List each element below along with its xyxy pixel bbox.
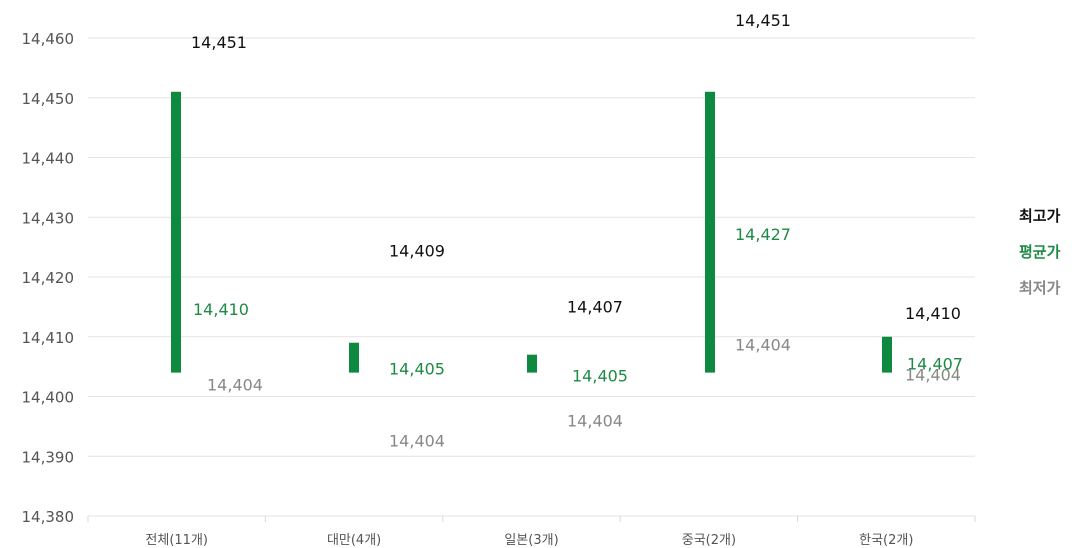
x-tick-label: 전체(11개)	[145, 533, 208, 548]
avg-value-label: 14,410	[193, 300, 249, 319]
high-value-label: 14,409	[389, 242, 445, 261]
x-tick-label: 대만(4개)	[327, 533, 381, 548]
legend-avg: 평균가	[1019, 243, 1061, 261]
high-value-label: 14,451	[735, 11, 791, 30]
legend-high: 최고가	[1019, 207, 1061, 225]
range-bar	[171, 91, 181, 373]
low-value-label: 14,404	[389, 432, 445, 451]
low-value-label: 14,404	[567, 412, 623, 431]
high-value-label: 14,451	[191, 33, 247, 52]
y-tick-label: 14,450	[22, 90, 75, 108]
x-tick-label: 한국(2개)	[859, 533, 913, 548]
low-value-label: 14,404	[735, 336, 791, 355]
avg-value-label: 14,405	[389, 360, 445, 379]
y-tick-label: 14,420	[22, 269, 75, 287]
high-value-label: 14,410	[905, 304, 961, 323]
y-tick-label: 14,460	[22, 30, 75, 48]
avg-value-label: 14,427	[735, 225, 791, 244]
y-tick-label: 14,410	[22, 329, 75, 347]
legend-low: 최저가	[1019, 279, 1061, 297]
legend: 최고가 평균가 최저가	[1019, 198, 1079, 306]
range-bar	[527, 354, 537, 373]
x-tick-label: 중국(2개)	[682, 533, 736, 548]
high-value-label: 14,407	[567, 298, 623, 317]
y-tick-label: 14,430	[22, 209, 75, 227]
range-bar	[705, 91, 715, 373]
y-tick-label: 14,390	[22, 448, 75, 466]
low-value-label: 14,404	[207, 376, 263, 395]
range-bar	[349, 342, 359, 373]
avg-value-label: 14,405	[572, 367, 628, 386]
y-tick-label: 14,440	[22, 150, 75, 168]
low-value-label: 14,404	[905, 366, 961, 385]
y-tick-label: 14,400	[22, 389, 75, 407]
x-tick-label: 일본(3개)	[504, 533, 558, 548]
avg-value-label: 14,407	[907, 355, 963, 374]
y-tick-label: 14,380	[22, 508, 75, 526]
range-bar	[882, 336, 892, 373]
